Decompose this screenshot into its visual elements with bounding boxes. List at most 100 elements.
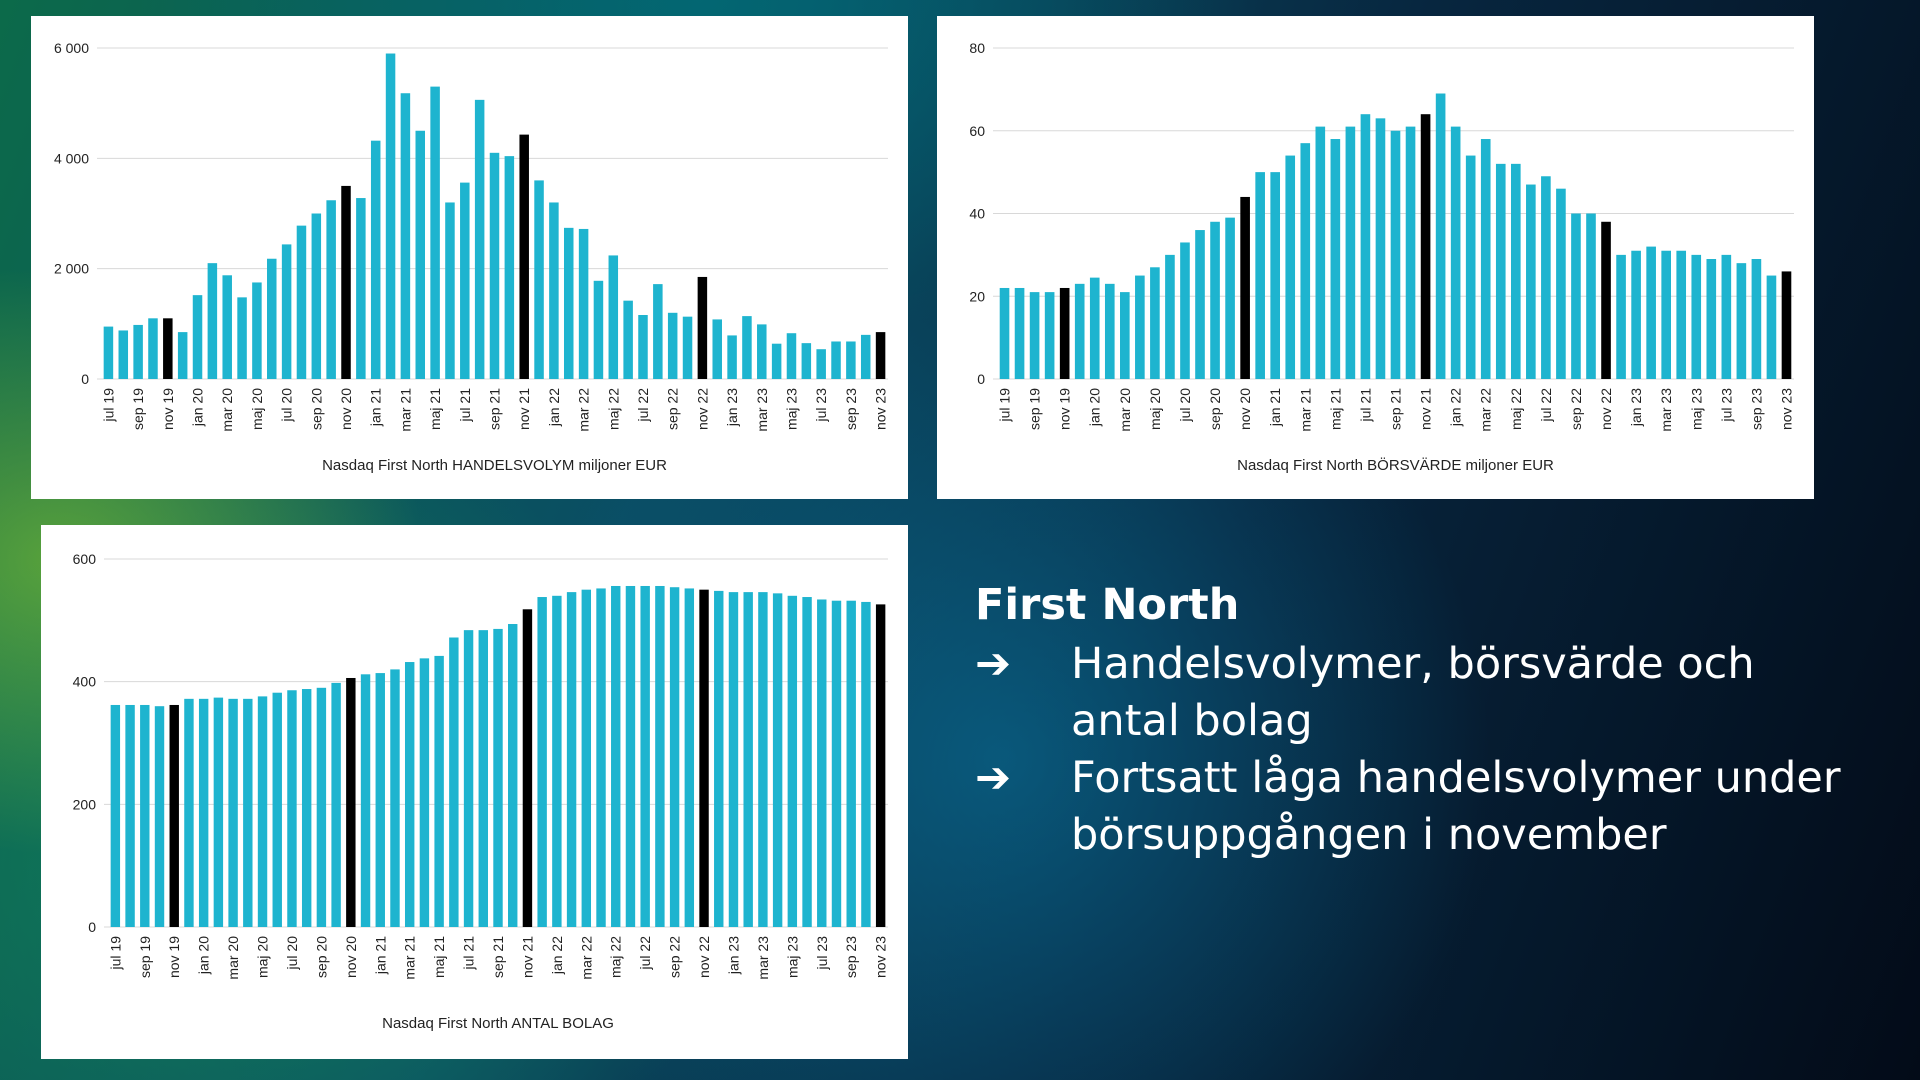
bar bbox=[445, 202, 455, 379]
bar bbox=[682, 316, 693, 379]
x-tick-label: maj 21 bbox=[431, 936, 447, 978]
x-tick-label: mar 22 bbox=[576, 388, 592, 432]
x-tick-label: jul 21 bbox=[1357, 388, 1373, 423]
bar bbox=[110, 704, 121, 927]
bar bbox=[727, 335, 737, 379]
bar bbox=[537, 597, 547, 927]
bar bbox=[772, 593, 783, 927]
bar bbox=[419, 658, 430, 927]
x-tick-label: sep 23 bbox=[1748, 388, 1764, 430]
bar bbox=[1526, 184, 1536, 379]
bar bbox=[1300, 143, 1311, 379]
bar bbox=[375, 673, 385, 927]
x-tick-label: nov 20 bbox=[338, 388, 354, 430]
bar bbox=[831, 600, 842, 927]
bar bbox=[192, 295, 203, 379]
x-tick-label: nov 20 bbox=[343, 936, 359, 978]
x-tick-label: maj 22 bbox=[608, 936, 624, 978]
bar bbox=[1390, 130, 1401, 379]
x-tick-label: jul 20 bbox=[284, 936, 300, 971]
bar bbox=[1495, 163, 1506, 379]
x-tick-label: maj 20 bbox=[1147, 388, 1163, 430]
bar bbox=[272, 692, 282, 927]
bar bbox=[267, 258, 277, 379]
bar bbox=[184, 698, 194, 927]
bar bbox=[1405, 126, 1416, 379]
bar bbox=[1480, 139, 1491, 379]
x-tick-label: mar 20 bbox=[225, 936, 241, 980]
x-tick-label: maj 20 bbox=[255, 936, 271, 978]
bar bbox=[522, 609, 533, 927]
bar bbox=[1029, 292, 1040, 379]
bar bbox=[875, 604, 886, 927]
x-tick-label: nov 21 bbox=[519, 936, 535, 978]
bar bbox=[1781, 271, 1792, 379]
bar bbox=[1435, 93, 1446, 379]
bar bbox=[1180, 242, 1190, 379]
bar bbox=[655, 585, 665, 927]
bar bbox=[699, 589, 709, 927]
bar bbox=[846, 341, 856, 379]
x-tick-label: nov 22 bbox=[696, 936, 712, 978]
bar bbox=[640, 585, 650, 927]
bar bbox=[415, 130, 426, 379]
bar bbox=[493, 628, 503, 927]
y-tick-label: 0 bbox=[977, 371, 985, 387]
x-tick-label: mar 23 bbox=[755, 936, 771, 980]
x-tick-label: sep 20 bbox=[308, 388, 324, 430]
bar bbox=[331, 682, 341, 927]
x-tick-label: nov 19 bbox=[1057, 388, 1073, 430]
bar bbox=[1255, 172, 1265, 379]
x-tick-label: jan 22 bbox=[549, 936, 565, 975]
bar bbox=[1601, 221, 1611, 379]
bar bbox=[1510, 163, 1521, 379]
bar bbox=[684, 588, 695, 927]
slide-heading: First North bbox=[975, 580, 1240, 630]
x-tick-label: nov 19 bbox=[160, 388, 176, 430]
y-tick-label: 600 bbox=[73, 551, 97, 567]
bar bbox=[1150, 267, 1160, 379]
bar bbox=[1465, 155, 1476, 379]
x-tick-label: jul 23 bbox=[813, 388, 829, 423]
y-tick-label: 0 bbox=[81, 371, 89, 387]
bar bbox=[316, 687, 327, 927]
bar bbox=[1691, 254, 1702, 379]
x-tick-label: nov 23 bbox=[873, 388, 889, 430]
chart-panel-handelsvolym: 0 2 000 4 000 6 000 jul 19 sep 19 nov 19 jan 20… bbox=[31, 16, 908, 499]
x-tick-label: sep 21 bbox=[1388, 388, 1404, 430]
x-tick-label: sep 20 bbox=[313, 936, 329, 978]
x-tick-label: maj 22 bbox=[1508, 388, 1524, 430]
bar bbox=[1270, 172, 1281, 379]
x-tick-label: jul 19 bbox=[997, 388, 1013, 423]
x-axis-label: Nasdaq First North HANDELSVOLYM miljoner… bbox=[322, 457, 667, 474]
x-tick-label: jan 21 bbox=[1267, 388, 1283, 427]
y-tick-label: 2 000 bbox=[54, 261, 89, 277]
bar bbox=[846, 600, 856, 927]
bar bbox=[148, 318, 158, 379]
bar bbox=[743, 592, 753, 927]
bar bbox=[581, 589, 592, 927]
x-tick-label: sep 22 bbox=[1568, 388, 1584, 430]
y-tick-label: 200 bbox=[73, 796, 97, 812]
bar bbox=[198, 698, 209, 927]
y-tick-label: 4 000 bbox=[54, 150, 89, 166]
x-tick-label: sep 22 bbox=[665, 388, 681, 430]
bar bbox=[1345, 126, 1356, 379]
bar bbox=[787, 595, 798, 927]
bar bbox=[669, 587, 680, 927]
y-tick-label: 20 bbox=[969, 288, 985, 304]
y-tick-label: 80 bbox=[969, 40, 985, 56]
bar bbox=[566, 592, 577, 927]
bar bbox=[125, 704, 135, 927]
bar bbox=[1210, 221, 1220, 379]
bar bbox=[404, 662, 415, 927]
x-tick-label: jan 21 bbox=[372, 936, 388, 975]
bar bbox=[757, 324, 767, 379]
bar bbox=[1089, 277, 1100, 379]
bar bbox=[653, 284, 663, 379]
bar bbox=[1571, 213, 1581, 379]
bar bbox=[400, 93, 411, 379]
bar bbox=[817, 599, 827, 927]
x-tick-label: mar 22 bbox=[578, 936, 594, 980]
x-tick-label: jul 23 bbox=[1718, 388, 1734, 423]
